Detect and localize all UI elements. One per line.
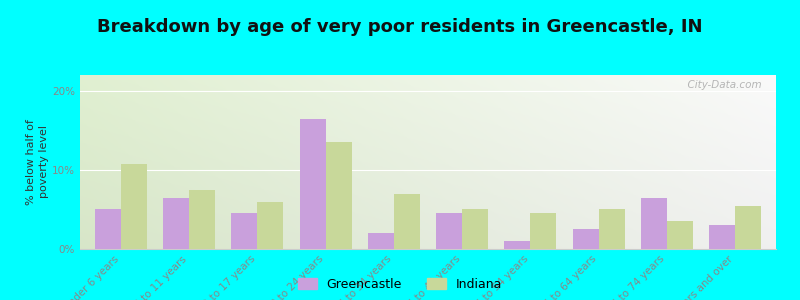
Bar	[505, 241, 530, 249]
Bar	[326, 142, 351, 249]
Y-axis label: % below half of
poverty level: % below half of poverty level	[26, 119, 50, 205]
Bar	[231, 213, 258, 249]
Text: City-Data.com: City-Data.com	[682, 80, 762, 90]
Legend: Greencastle, Indiana: Greencastle, Indiana	[298, 278, 502, 291]
Bar	[189, 190, 215, 249]
Bar	[95, 209, 121, 249]
Bar	[394, 194, 420, 249]
Bar	[598, 209, 625, 249]
Bar	[709, 225, 735, 249]
Bar	[300, 118, 326, 249]
Bar	[573, 229, 598, 249]
Bar	[530, 213, 556, 249]
Bar	[667, 221, 693, 249]
Bar	[641, 198, 667, 249]
Bar	[163, 198, 189, 249]
Bar	[735, 206, 761, 249]
Bar	[462, 209, 488, 249]
Text: Breakdown by age of very poor residents in Greencastle, IN: Breakdown by age of very poor residents …	[98, 18, 702, 36]
Bar	[258, 202, 283, 249]
Bar	[121, 164, 147, 249]
Bar	[368, 233, 394, 249]
Bar	[436, 213, 462, 249]
